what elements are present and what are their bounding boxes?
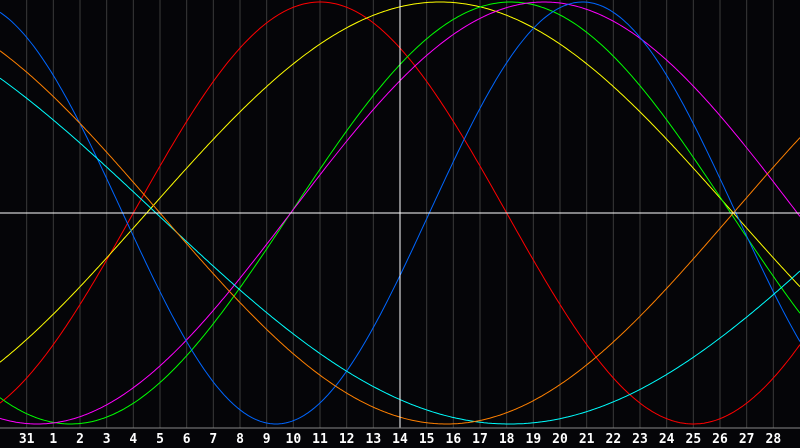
x-tick-label: 18 (499, 432, 515, 447)
x-tick-label: 13 (366, 432, 382, 447)
x-tick-label: 7 (209, 432, 217, 447)
x-tick-label: 26 (712, 432, 728, 447)
x-tick-label: 12 (339, 432, 355, 447)
x-tick-label: 20 (552, 432, 568, 447)
x-tick-label: 14 (392, 432, 408, 447)
x-tick-label: 24 (659, 432, 675, 447)
x-tick-label: 19 (526, 432, 542, 447)
x-tick-label: 6 (183, 432, 191, 447)
x-tick-label: 31 (19, 432, 35, 447)
x-tick-label: 2 (76, 432, 84, 447)
x-tick-label: 25 (686, 432, 702, 447)
x-tick-label: 1 (49, 432, 57, 447)
x-tick-label: 28 (766, 432, 782, 447)
x-tick-label: 17 (472, 432, 488, 447)
x-tick-labels: 31 1 2 3 4 5 6 7 8 9 10 11 12 13 14 15 16 17 18 19 20 21 22 23 2… (19, 432, 781, 447)
x-tick-label: 21 (579, 432, 595, 447)
x-tick-label: 8 (236, 432, 244, 447)
x-tick-label: 11 (312, 432, 328, 447)
x-tick-label: 22 (606, 432, 622, 447)
x-tick-label: 23 (632, 432, 648, 447)
x-tick-label: 15 (419, 432, 435, 447)
axes (0, 0, 800, 429)
x-tick-label: 5 (156, 432, 164, 447)
x-tick-label: 3 (103, 432, 111, 447)
x-tick-label: 10 (286, 432, 302, 447)
x-tick-label: 16 (446, 432, 462, 447)
x-tick-label: 4 (129, 432, 137, 447)
x-tick-label: 27 (739, 432, 755, 447)
x-tick-label: 9 (263, 432, 271, 447)
